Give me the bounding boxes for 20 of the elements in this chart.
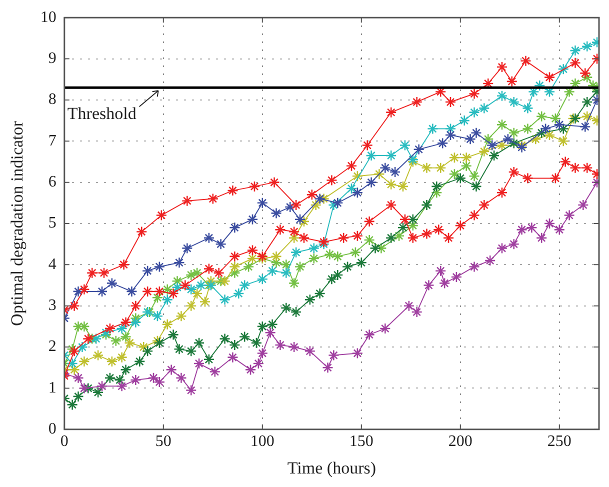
ref-line-label: Threshold (67, 104, 137, 124)
y-tick-label: 8 (48, 91, 56, 108)
y-tick-label: 10 (40, 8, 56, 26)
y-tick-label: 7 (48, 132, 56, 150)
y-axis-title: Optimal degradation indicator (8, 120, 27, 326)
x-tick-label: 50 (155, 433, 172, 450)
y-tick-label: 3 (48, 297, 56, 314)
y-tick-label: 0 (48, 420, 56, 438)
y-tick-label: 6 (48, 174, 56, 191)
x-tick-label: 100 (250, 433, 274, 450)
x-tick-label: 0 (60, 433, 68, 450)
y-tick-label: 1 (48, 379, 56, 396)
x-tick-label: 150 (349, 433, 374, 450)
x-axis-title: Time (hours) (287, 458, 376, 478)
y-tick-label: 2 (48, 338, 56, 356)
x-tick-label: 200 (448, 433, 472, 450)
y-tick-label: 5 (48, 214, 56, 232)
y-tick-label: 4 (48, 256, 56, 273)
x-tick-label: 250 (547, 433, 572, 450)
y-tick-label: 9 (48, 50, 56, 67)
